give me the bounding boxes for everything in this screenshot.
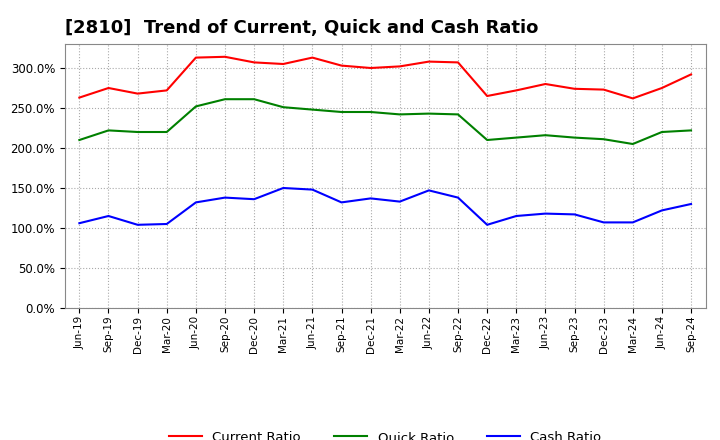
Current Ratio — [483, 93, 492, 99]
Current Ratio — [687, 72, 696, 77]
Cash Ratio — [483, 222, 492, 227]
Quick Ratio — [75, 137, 84, 143]
Text: [2810]  Trend of Current, Quick and Cash Ratio: [2810] Trend of Current, Quick and Cash … — [65, 19, 538, 37]
Current Ratio — [220, 54, 229, 59]
Quick Ratio — [687, 128, 696, 133]
Quick Ratio — [308, 107, 317, 112]
Cash Ratio — [75, 220, 84, 226]
Cash Ratio — [454, 195, 462, 200]
Current Ratio — [454, 60, 462, 65]
Quick Ratio — [425, 111, 433, 116]
Cash Ratio — [163, 221, 171, 227]
Quick Ratio — [192, 104, 200, 109]
Cash Ratio — [512, 213, 521, 219]
Cash Ratio — [425, 188, 433, 193]
Current Ratio — [192, 55, 200, 60]
Quick Ratio — [220, 96, 229, 102]
Current Ratio — [337, 63, 346, 68]
Current Ratio — [104, 85, 113, 91]
Cash Ratio — [337, 200, 346, 205]
Current Ratio — [541, 81, 550, 87]
Quick Ratio — [104, 128, 113, 133]
Current Ratio — [425, 59, 433, 64]
Quick Ratio — [657, 129, 666, 135]
Cash Ratio — [366, 196, 375, 201]
Current Ratio — [308, 55, 317, 60]
Cash Ratio — [279, 185, 287, 191]
Cash Ratio — [395, 199, 404, 204]
Line: Cash Ratio: Cash Ratio — [79, 188, 691, 225]
Current Ratio — [512, 88, 521, 93]
Line: Current Ratio: Current Ratio — [79, 57, 691, 99]
Cash Ratio — [133, 222, 142, 227]
Line: Quick Ratio: Quick Ratio — [79, 99, 691, 144]
Cash Ratio — [308, 187, 317, 192]
Current Ratio — [133, 91, 142, 96]
Quick Ratio — [512, 135, 521, 140]
Quick Ratio — [629, 141, 637, 147]
Quick Ratio — [250, 96, 258, 102]
Quick Ratio — [454, 112, 462, 117]
Cash Ratio — [570, 212, 579, 217]
Quick Ratio — [395, 112, 404, 117]
Current Ratio — [366, 66, 375, 71]
Current Ratio — [395, 64, 404, 69]
Quick Ratio — [483, 137, 492, 143]
Cash Ratio — [192, 200, 200, 205]
Current Ratio — [570, 86, 579, 92]
Quick Ratio — [133, 129, 142, 135]
Quick Ratio — [599, 136, 608, 142]
Cash Ratio — [599, 220, 608, 225]
Cash Ratio — [629, 220, 637, 225]
Quick Ratio — [337, 110, 346, 115]
Current Ratio — [75, 95, 84, 100]
Legend: Current Ratio, Quick Ratio, Cash Ratio: Current Ratio, Quick Ratio, Cash Ratio — [163, 425, 607, 440]
Cash Ratio — [250, 197, 258, 202]
Current Ratio — [279, 61, 287, 66]
Cash Ratio — [657, 208, 666, 213]
Quick Ratio — [541, 132, 550, 138]
Current Ratio — [163, 88, 171, 93]
Quick Ratio — [366, 110, 375, 115]
Cash Ratio — [104, 213, 113, 219]
Quick Ratio — [279, 105, 287, 110]
Current Ratio — [599, 87, 608, 92]
Cash Ratio — [687, 202, 696, 207]
Current Ratio — [629, 96, 637, 101]
Current Ratio — [657, 85, 666, 91]
Current Ratio — [250, 60, 258, 65]
Cash Ratio — [220, 195, 229, 200]
Quick Ratio — [570, 135, 579, 140]
Cash Ratio — [541, 211, 550, 216]
Quick Ratio — [163, 129, 171, 135]
